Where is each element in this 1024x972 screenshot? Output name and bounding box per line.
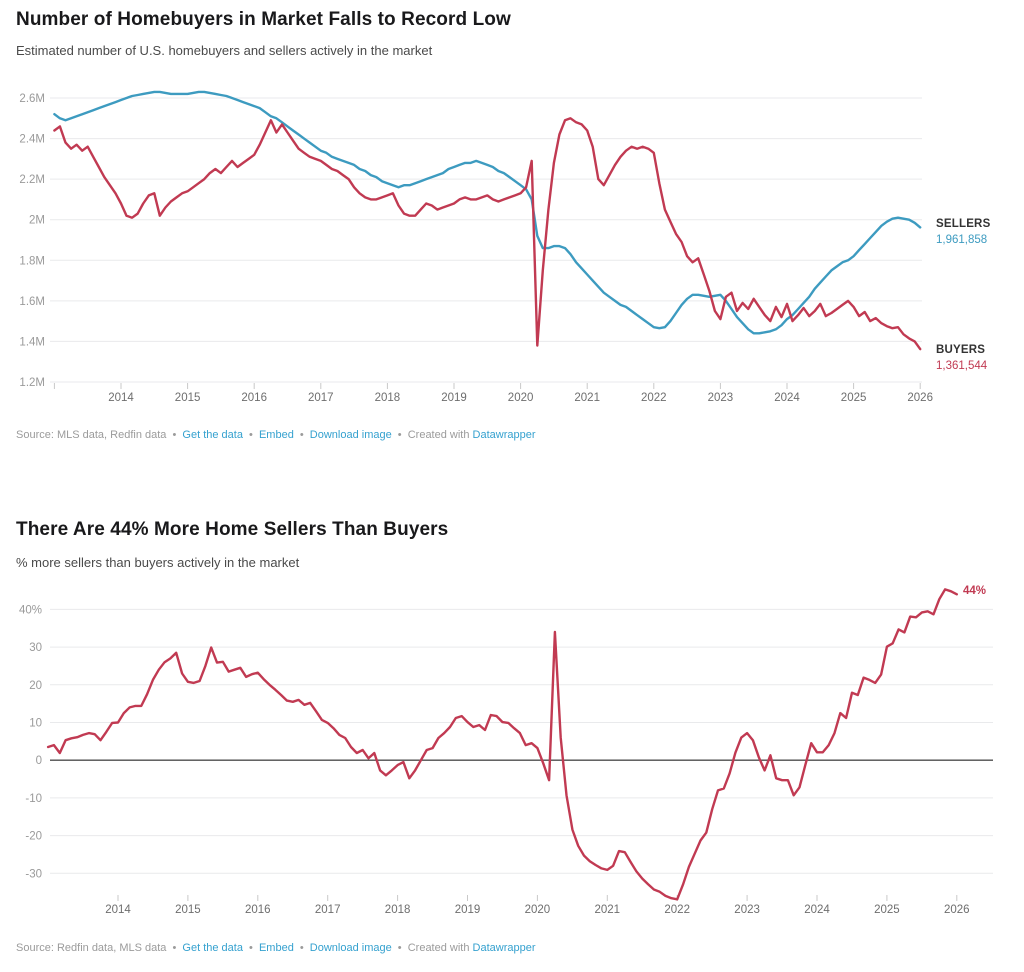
x-tick-label: 2025 <box>841 392 867 404</box>
sellers-label: SELLERS <box>936 218 991 230</box>
separator: • <box>172 429 177 441</box>
y-tick-label: 2.2M <box>19 174 45 186</box>
x-tick-label: 2026 <box>907 392 933 404</box>
x-tick-label: 2020 <box>508 392 534 404</box>
download-image-link[interactable]: Download image <box>309 942 392 954</box>
x-tick-label: 2021 <box>595 904 621 916</box>
y-tick-label: -10 <box>25 793 42 805</box>
chart1-subtitle: Estimated number of U.S. homebuyers and … <box>16 43 433 58</box>
homebuyers-sellers-chart: 2.6M 2.4M 2.2M 2M 1.8M 1.6M 1.4M 1.2M 2014 2015 20… <box>19 90 933 404</box>
embed-link[interactable]: Embed <box>258 429 294 441</box>
sellers-series-label: SELLERS 1,961,858 <box>936 217 990 248</box>
pct-more-sellers-chart: 40% 30 20 10 0 -10 -20 -30 2014 2015 2016 2017 2018 2… <box>19 588 993 916</box>
x-tick-label: 2025 <box>874 904 900 916</box>
x-tick-label: 2017 <box>308 392 334 404</box>
x-tick-label: 2015 <box>175 392 201 404</box>
x-tick-label: 2016 <box>241 392 267 404</box>
x-tick-label: 2016 <box>245 904 271 916</box>
x-tick-label: 2026 <box>944 904 970 916</box>
separator: • <box>299 429 304 441</box>
x-tick-label: 2024 <box>774 392 800 404</box>
x-tick-label: 2017 <box>315 904 341 916</box>
x-tick-label: 2019 <box>455 904 481 916</box>
buyers-value: 1,361,544 <box>936 359 988 372</box>
separator: • <box>397 429 402 441</box>
separator: • <box>172 942 177 954</box>
y-tick-label: 1.6M <box>19 296 45 308</box>
x-tick-label: 2018 <box>375 392 401 404</box>
buyers-line <box>53 117 922 351</box>
x-tick-label: 2019 <box>441 392 467 404</box>
chart2-source: Source: Redfin data, MLS data <box>16 942 167 954</box>
x-tick-label: 2018 <box>385 904 411 916</box>
created-with-text: Created with <box>407 429 470 441</box>
created-with-text: Created with <box>407 942 470 954</box>
chart1-source: Source: MLS data, Redfin data <box>16 429 167 441</box>
x-tick-label: 2022 <box>664 904 690 916</box>
x-tick-label: 2023 <box>734 904 760 916</box>
y-tick-label: 30 <box>29 642 42 654</box>
chart1-footer: Source: MLS data, Redfin data • Get the … <box>16 429 536 441</box>
datawrapper-link[interactable]: Datawrapper <box>472 942 536 954</box>
sellers-value: 1,961,858 <box>936 233 988 246</box>
x-tick-label: 2021 <box>574 392 600 404</box>
sellers-line <box>53 90 922 335</box>
x-tick-label: 2014 <box>105 904 131 916</box>
download-image-link[interactable]: Download image <box>309 429 392 441</box>
separator: • <box>249 942 253 954</box>
x-tick-label: 2015 <box>175 904 201 916</box>
x-tick-label: 2014 <box>108 392 134 404</box>
pct-end-annotation: 44% <box>963 585 987 597</box>
y-tick-label: 10 <box>29 718 42 730</box>
x-tick-label: 2020 <box>525 904 551 916</box>
y-tick-label: 2.4M <box>19 134 45 146</box>
datawrapper-link[interactable]: Datawrapper <box>472 429 536 441</box>
chart2-footer: Source: Redfin data, MLS data • Get the … <box>16 942 536 954</box>
x-tick-label: 2023 <box>708 392 734 404</box>
y-tick-label: -20 <box>25 831 42 843</box>
x-tick-label: 2024 <box>804 904 830 916</box>
chart2-title: There Are 44% More Home Sellers Than Buy… <box>16 519 449 540</box>
separator: • <box>397 942 402 954</box>
y-tick-label: 2M <box>29 215 45 227</box>
chart2-subtitle: % more sellers than buyers actively in t… <box>16 555 300 570</box>
y-tick-label: -30 <box>25 868 42 880</box>
buyers-label: BUYERS <box>936 344 986 356</box>
y-tick-label: 20 <box>29 680 42 692</box>
embed-link[interactable]: Embed <box>258 942 294 954</box>
buyers-series-label: BUYERS 1,361,544 <box>936 343 987 374</box>
separator: • <box>249 429 253 441</box>
chart1-title: Number of Homebuyers in Market Falls to … <box>16 9 511 30</box>
separator: • <box>299 942 304 954</box>
y-tick-label: 40% <box>19 604 42 616</box>
y-tick-label: 1.2M <box>19 377 45 389</box>
y-tick-label: 1.8M <box>19 255 45 267</box>
y-tick-label: 2.6M <box>19 93 45 105</box>
y-tick-label: 0 <box>36 755 42 767</box>
get-the-data-link[interactable]: Get the data <box>182 429 243 441</box>
x-tick-label: 2022 <box>641 392 667 404</box>
get-the-data-link[interactable]: Get the data <box>182 942 243 954</box>
y-tick-label: 1.4M <box>19 336 45 348</box>
pct-more-sellers-line <box>46 588 958 901</box>
